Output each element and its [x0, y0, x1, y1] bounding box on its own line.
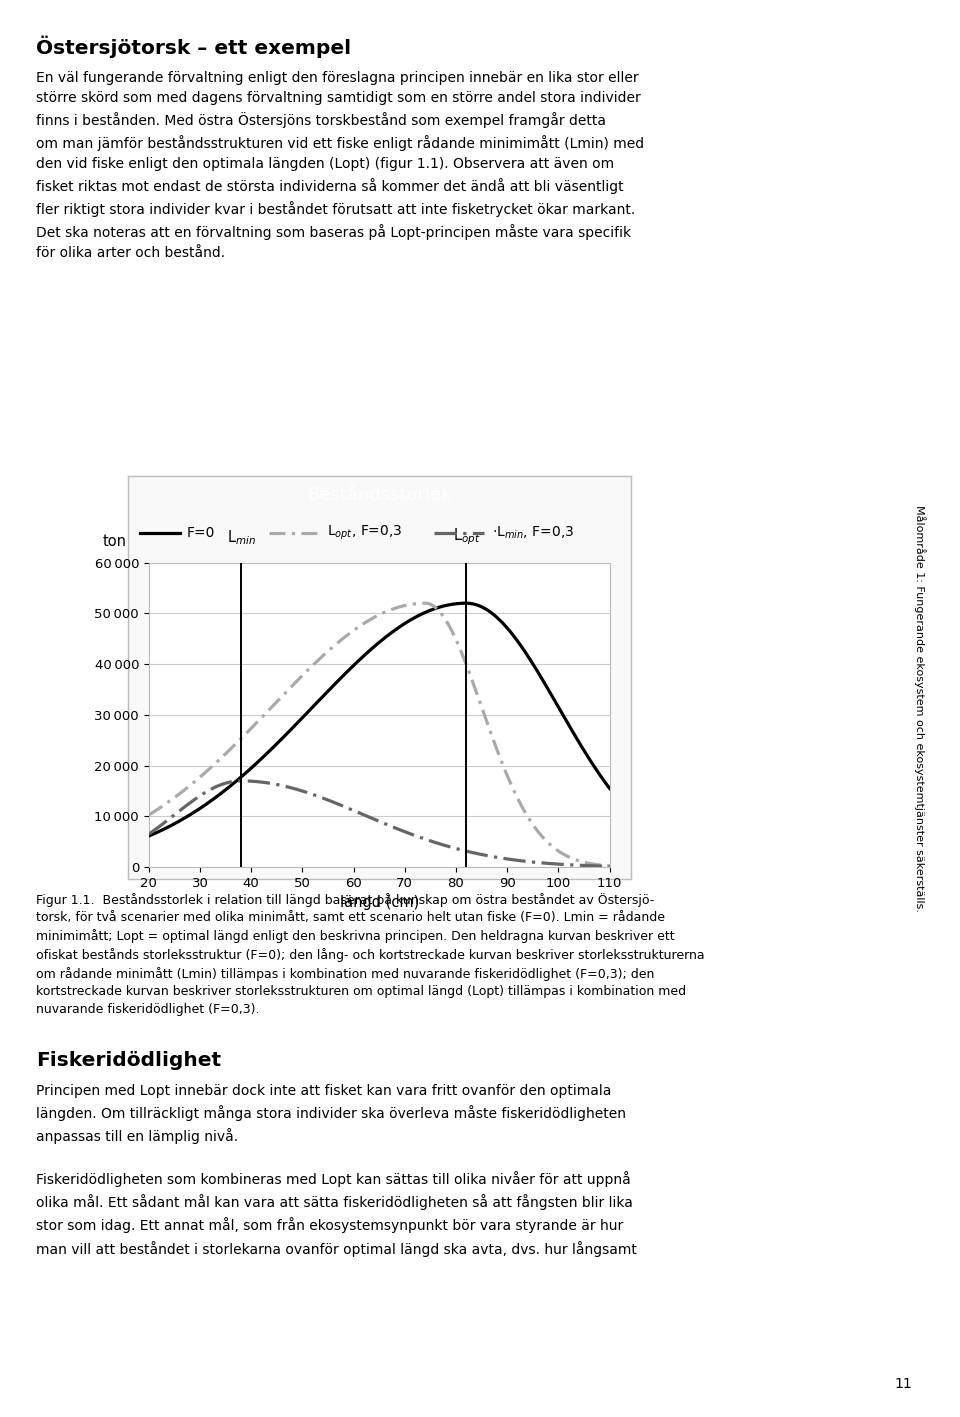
Text: Östersjötorsk – ett exempel: Östersjötorsk – ett exempel: [36, 35, 351, 58]
Text: Målområde 1: Fungerande ekosystem och ekosystemtjänster säkerställs.: Målområde 1: Fungerande ekosystem och ek…: [914, 504, 925, 913]
Text: 11: 11: [895, 1377, 912, 1391]
Text: Figur 1.1.  Beståndsstorlek i relation till längd baserat på kunskap om östra be: Figur 1.1. Beståndsstorlek i relation ti…: [36, 893, 705, 1016]
Text: ton: ton: [103, 534, 127, 548]
Text: Principen med Lopt innebär dock inte att fisket kan vara fritt ovanför den optim: Principen med Lopt innebär dock inte att…: [36, 1084, 637, 1257]
Text: ·L$_{min}$, F=0,3: ·L$_{min}$, F=0,3: [492, 524, 574, 541]
X-axis label: längd (cm): längd (cm): [340, 896, 419, 911]
Text: L$_{opt}$: L$_{opt}$: [452, 527, 480, 547]
Text: L$_{opt}$, F=0,3: L$_{opt}$, F=0,3: [326, 524, 402, 541]
Text: L$_{min}$: L$_{min}$: [227, 529, 255, 547]
Text: F=0: F=0: [187, 526, 215, 540]
Text: Fiskeridödlighet: Fiskeridödlighet: [36, 1051, 222, 1070]
Text: En väl fungerande förvaltning enligt den föreslagna principen innebär en lika st: En väl fungerande förvaltning enligt den…: [36, 71, 644, 261]
Text: Beståndsstorlek: Beståndsstorlek: [307, 486, 451, 503]
